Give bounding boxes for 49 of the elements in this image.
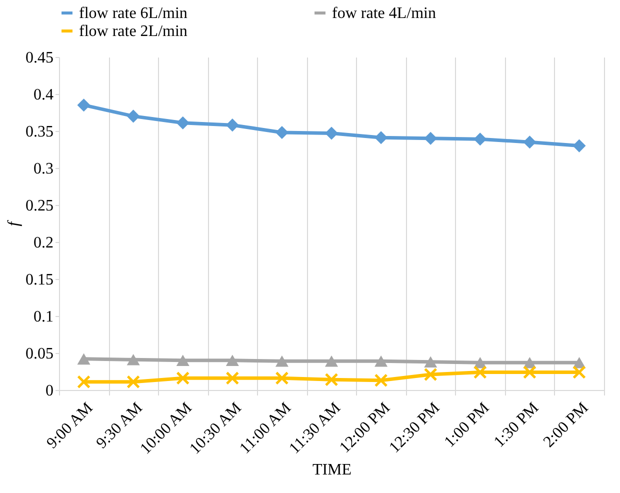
- point: [522, 366, 536, 379]
- point: [572, 139, 586, 152]
- point: [126, 354, 140, 366]
- point: [374, 374, 388, 388]
- point: [176, 371, 190, 385]
- y-tick-label: 0.35: [26, 124, 54, 140]
- point: [324, 355, 338, 367]
- x-tick-label: 9:00 AM: [44, 400, 96, 452]
- point: [324, 126, 338, 140]
- legend-label: flow rate 2L/min: [79, 23, 188, 40]
- y-tick-label: 0: [46, 382, 54, 400]
- point: [226, 354, 239, 366]
- y-tick-label: 0.15: [26, 272, 54, 288]
- x-tick-label: 1:30 PM: [490, 400, 542, 451]
- point: [424, 132, 438, 145]
- point: [77, 353, 90, 365]
- point: [523, 136, 536, 149]
- point: [176, 354, 190, 366]
- point: [126, 375, 140, 389]
- x-axis-title: TIME: [312, 462, 352, 479]
- point: [126, 110, 140, 123]
- point: [275, 371, 289, 385]
- point: [226, 371, 240, 385]
- y-tick-label: 0.45: [26, 50, 54, 66]
- y-tick-label: 0.05: [26, 346, 54, 362]
- x-tick-label: 2:00 PM: [540, 400, 592, 451]
- y-tick-label: 0.3: [34, 160, 54, 178]
- point: [424, 368, 438, 382]
- point: [572, 366, 586, 379]
- point: [275, 355, 288, 367]
- point: [226, 118, 239, 132]
- point: [424, 356, 438, 368]
- point: [474, 132, 487, 146]
- x-tick-label: 1:00 PM: [441, 400, 493, 451]
- legend-label: fow rate 4L/min: [332, 5, 436, 22]
- y-tick-label: 0.2: [34, 234, 54, 252]
- point: [275, 126, 288, 139]
- point: [374, 355, 388, 367]
- legend-label: flow rate 6L/min: [79, 5, 188, 22]
- y-tick-label: 0.25: [26, 198, 54, 214]
- y-axis-title: f: [6, 219, 22, 226]
- point: [77, 375, 90, 389]
- y-tick-label: 0.1: [34, 308, 54, 326]
- point: [77, 98, 90, 112]
- point: [176, 116, 190, 130]
- point: [473, 366, 487, 379]
- point: [374, 131, 388, 144]
- point: [324, 372, 338, 386]
- y-tick-label: 0.4: [34, 86, 54, 104]
